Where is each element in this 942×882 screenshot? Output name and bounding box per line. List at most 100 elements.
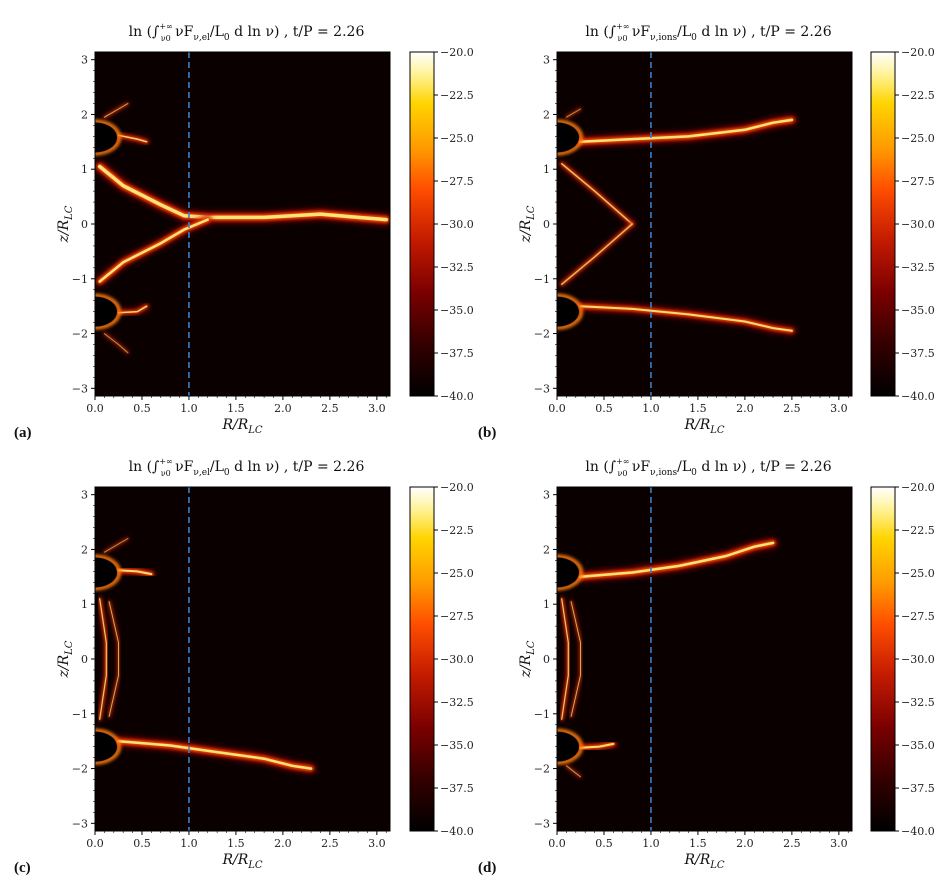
emission-stream (561, 598, 569, 720)
x-tick-label: 0.5 (595, 402, 613, 415)
polar-cap (557, 122, 579, 153)
polar-cap (95, 122, 117, 153)
polar-cap (95, 557, 117, 588)
emission-stream (99, 598, 107, 720)
colorbar-tick-label: −27.5 (440, 610, 474, 623)
colorbar-tick-label: −20.0 (901, 481, 935, 494)
chart-title: ln (∫+∞ ν0 νFν,ions/L0 d ln ν) , t/P = 2.… (585, 22, 831, 43)
emission-stream (117, 134, 148, 143)
y-tick-label: −3 (534, 382, 550, 395)
colorbar (870, 486, 896, 832)
polar-cap (95, 731, 117, 762)
y-tick-label: −1 (72, 708, 88, 721)
colorbar-tick-label: −37.5 (440, 347, 474, 360)
colorbar-tick-label: −25.0 (440, 132, 474, 145)
cap-rim (557, 728, 583, 765)
colorbar-tick-label: −37.5 (901, 782, 935, 795)
emission-layer (557, 538, 778, 779)
emission-stream (103, 103, 129, 118)
polar-cap (557, 296, 579, 327)
colorbar-tick-label: −22.5 (440, 524, 474, 537)
x-tick-label: 2.0 (736, 837, 754, 850)
colorbar-tick-label: −20.0 (440, 46, 474, 59)
y-tick-label: 2 (543, 108, 550, 121)
chart-title: ln (∫+∞ ν0 νFν,el/L0 d ln ν) , t/P = 2.26 (129, 457, 365, 478)
x-tick-label: 3.0 (368, 402, 386, 415)
colorbar-tick-label: −30.0 (440, 218, 474, 231)
x-axis-label: R/RLC (683, 852, 724, 871)
plot-background (557, 487, 852, 831)
colorbar-tick-label: −30.0 (901, 218, 935, 231)
y-tick-label: 0 (81, 653, 88, 666)
x-tick-label: 0.0 (86, 837, 104, 850)
colorbar-tick-label: −27.5 (901, 610, 935, 623)
colorbar-tick-label: −20.0 (901, 46, 935, 59)
y-tick-label: 3 (543, 54, 550, 67)
y-axis-label: z/RLC (56, 205, 75, 243)
y-tick-label: −1 (534, 708, 550, 721)
x-tick-label: 1.0 (180, 402, 198, 415)
colorbar-tick-label: −37.5 (440, 782, 474, 795)
polar-cap (95, 296, 117, 327)
y-tick-label: 3 (81, 54, 88, 67)
emission-stream (565, 108, 581, 118)
x-tick-label: 0.0 (548, 837, 566, 850)
y-tick-label: 3 (81, 489, 88, 502)
colorbar-tick-label: −27.5 (901, 175, 935, 188)
emission-stream (579, 305, 793, 332)
x-tick-label: 3.0 (830, 837, 848, 850)
emission-stream (103, 538, 129, 553)
x-tick-label: 1.5 (689, 402, 707, 415)
y-tick-label: 0 (81, 218, 88, 231)
x-tick-label: 1.5 (689, 837, 707, 850)
emission-stream (117, 569, 153, 576)
x-tick-label: 2.0 (274, 402, 292, 415)
emission-stream (560, 162, 633, 225)
colorbar-tick-label: −32.5 (901, 261, 935, 274)
colorbar-tick-label: −22.5 (901, 89, 935, 102)
y-tick-label: −2 (72, 763, 88, 776)
colorbar-tick-label: −30.0 (440, 653, 474, 666)
x-tick-label: 0.5 (133, 402, 151, 415)
y-tick-label: 1 (81, 598, 88, 611)
colorbar-tick-label: −25.0 (901, 132, 935, 145)
plot-background (557, 52, 852, 396)
colorbar (409, 51, 435, 397)
cap-rim (557, 119, 583, 156)
y-tick-label: −1 (534, 273, 550, 286)
chart-title: ln (∫+∞ ν0 νFν,el/L0 d ln ν) , t/P = 2.26 (129, 22, 365, 43)
chart-title: ln (∫+∞ ν0 νFν,ions/L0 d ln ν) , t/P = 2.… (585, 457, 831, 478)
cap-rim (95, 293, 121, 330)
x-tick-label: 0.0 (548, 402, 566, 415)
colorbar-tick-label: −22.5 (901, 524, 935, 537)
x-tick-label: 2.5 (321, 837, 339, 850)
emission-stream (579, 541, 775, 579)
colorbar-tick-label: −32.5 (440, 261, 474, 274)
colorbar-tick-label: −25.0 (440, 567, 474, 580)
emission-layer (95, 102, 390, 355)
cap-rim (557, 293, 583, 330)
x-tick-label: 1.0 (642, 837, 660, 850)
emission-stream (565, 765, 581, 778)
x-tick-label: 2.0 (736, 402, 754, 415)
emission-stream (108, 601, 119, 717)
y-tick-label: −3 (534, 817, 550, 830)
colorbar-tick-label: −40.0 (440, 390, 474, 403)
colorbar-tick-label: −37.5 (901, 347, 935, 360)
x-tick-label: 1.0 (180, 837, 198, 850)
cap-rim (95, 728, 121, 765)
y-tick-label: 1 (81, 163, 88, 176)
emission-layer (557, 107, 797, 335)
y-tick-label: −3 (72, 817, 88, 830)
colorbar-tick-label: −35.0 (901, 304, 935, 317)
colorbar (409, 486, 435, 832)
emission-stream (103, 333, 129, 354)
colorbar-tick-label: −32.5 (901, 696, 935, 709)
chart-panel-d: 0.0 0.5 1.0 1.5 2.0 2.5 3.0 −3 −2 −1 0 1 2 3 R/RLC z/RL… (478, 457, 935, 876)
y-axis-label: z/RLC (518, 205, 537, 243)
x-tick-label: 1.5 (227, 837, 245, 850)
y-axis-label: z/RLC (56, 640, 75, 678)
colorbar-tick-label: −35.0 (440, 304, 474, 317)
cap-rim (95, 554, 121, 591)
